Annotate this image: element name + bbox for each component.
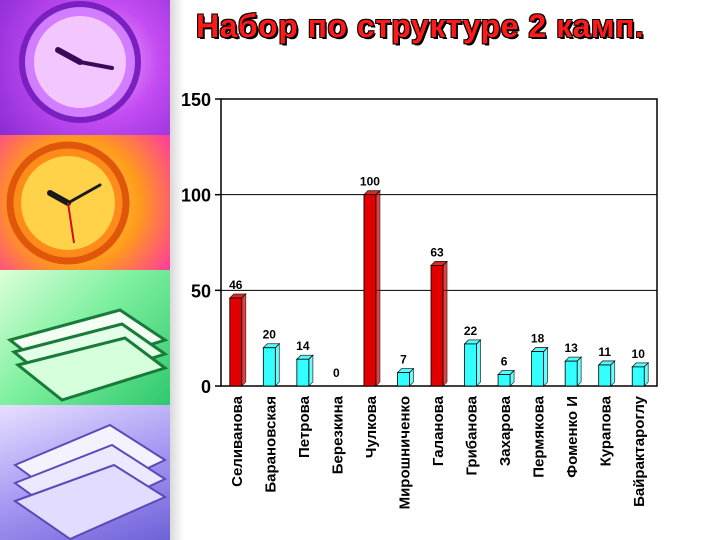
- category-label: Березкина: [329, 395, 346, 474]
- y-tick-label: 0: [201, 377, 211, 397]
- clock-icon: [19, 1, 141, 123]
- y-tick-label: 50: [191, 281, 211, 301]
- papers-icon: [12, 423, 168, 540]
- y-axis-ticks: 0 50 100 150: [181, 90, 221, 397]
- y-tick-label: 150: [181, 90, 211, 110]
- category-label: Чулкова: [363, 395, 380, 458]
- chart-title: Набор по структуре 2 камп.: [196, 8, 645, 44]
- bar-9: 6: [497, 355, 516, 387]
- bar-value-label: 18: [531, 332, 545, 346]
- category-label: Байрактароглу: [631, 395, 648, 507]
- bar-value-label: 13: [564, 341, 578, 355]
- category-label: Фоменко И: [564, 396, 581, 478]
- category-label: Барановская: [262, 396, 279, 493]
- x-axis-categories: Селиванова Барановская Петрова Березкина Чул…: [229, 395, 648, 509]
- bar-value-label: 14: [296, 339, 310, 353]
- bar-2: 20: [262, 328, 281, 387]
- bar-value-label: 7: [400, 353, 407, 367]
- bar-value-label: 100: [360, 175, 380, 189]
- category-label: Петрова: [296, 395, 313, 458]
- bar-value-label: 10: [632, 347, 646, 361]
- category-label: Грибанова: [464, 395, 481, 475]
- bar-value-label: 11: [598, 345, 611, 359]
- category-label: Захарова: [497, 395, 514, 466]
- bar-5: 100: [360, 175, 381, 387]
- bar-value-label: 6: [501, 355, 508, 369]
- bar-value-label: 63: [430, 245, 444, 259]
- bar-value-label: 0: [333, 366, 340, 380]
- bar-11: 13: [564, 341, 583, 387]
- category-label: Галанова: [430, 395, 447, 466]
- books-photo-green: [0, 270, 170, 405]
- bar-value-label: 22: [464, 324, 478, 338]
- category-label: Пермякова: [531, 395, 548, 477]
- category-label: Мирошниченко: [396, 396, 413, 509]
- bar-value-label: 20: [263, 328, 277, 342]
- category-label: Курапова: [598, 395, 615, 466]
- strip-shadow: [170, 0, 184, 540]
- bar-1: 46: [228, 278, 247, 387]
- bar-12: 11: [597, 345, 616, 387]
- clock-photo-purple: [0, 0, 170, 135]
- y-tick-label: 100: [181, 186, 211, 206]
- decorative-photo-strip: [0, 0, 170, 540]
- bars: 46 20 14 0 100 7 63 22 6 18 13 11 10: [228, 175, 650, 387]
- bar-10: 18: [530, 332, 549, 387]
- bar-13: 10: [631, 347, 650, 387]
- clock-photo-orange: [0, 135, 170, 270]
- bar-4: 0: [333, 366, 340, 380]
- papers-photo-violet: [0, 405, 170, 540]
- category-label: Селиванова: [229, 395, 246, 487]
- books-icon: [6, 308, 169, 402]
- clock-icon: [6, 141, 130, 265]
- bar-8: 22: [463, 324, 482, 387]
- bar-value-label: 46: [229, 278, 243, 292]
- bar-7: 63: [430, 245, 448, 387]
- bar-6: 7: [396, 353, 415, 387]
- bar-3: 14: [295, 339, 314, 387]
